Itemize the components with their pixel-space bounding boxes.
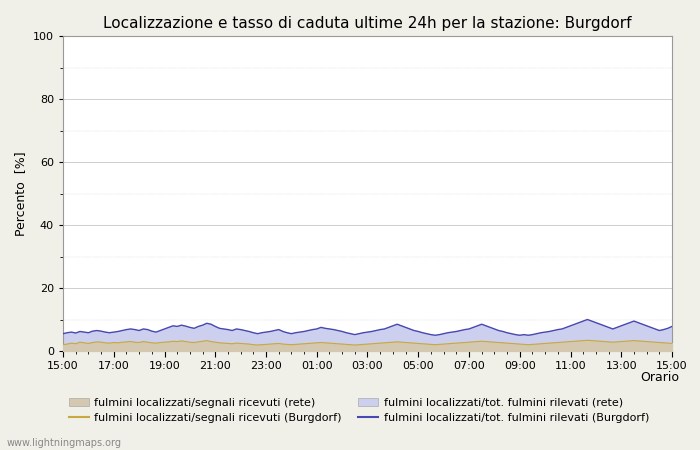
Legend: fulmini localizzati/segnali ricevuti (rete), fulmini localizzati/segnali ricevut: fulmini localizzati/segnali ricevuti (re…	[69, 397, 649, 423]
Text: Orario: Orario	[640, 371, 679, 384]
Text: www.lightningmaps.org: www.lightningmaps.org	[7, 437, 122, 447]
Y-axis label: Percento  [%]: Percento [%]	[15, 151, 27, 236]
Title: Localizzazione e tasso di caduta ultime 24h per la stazione: Burgdorf: Localizzazione e tasso di caduta ultime …	[104, 16, 631, 31]
